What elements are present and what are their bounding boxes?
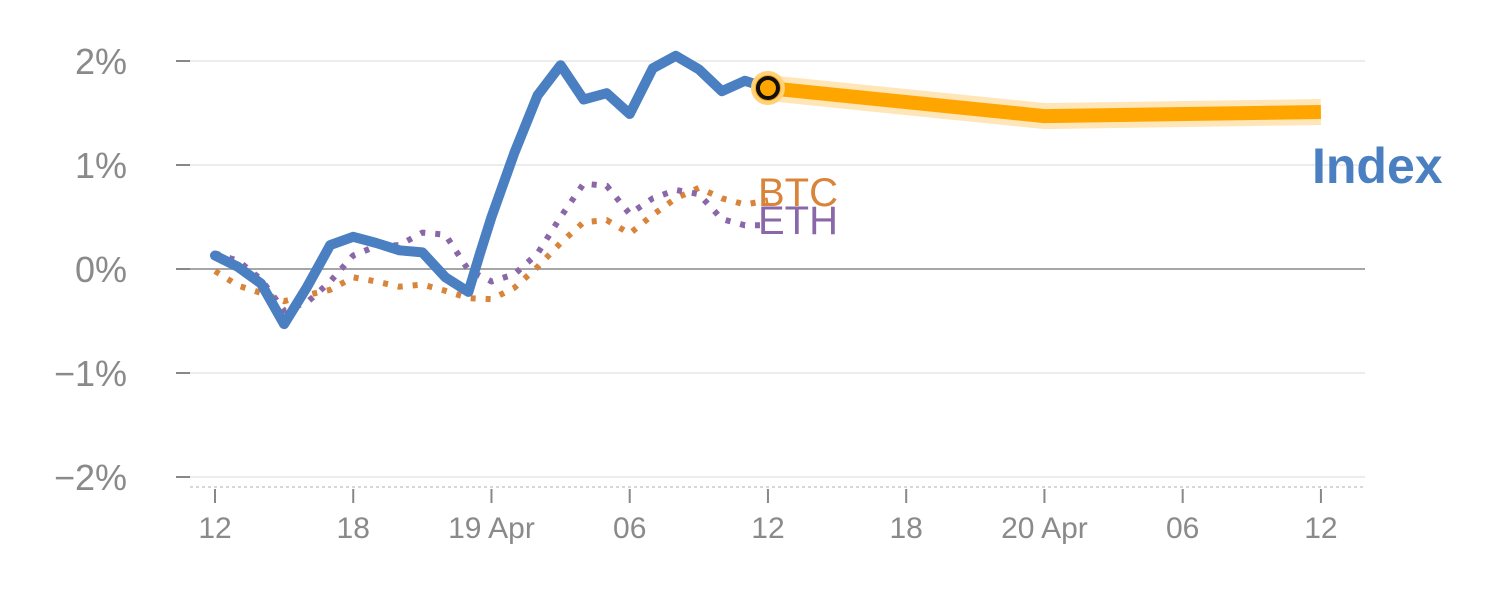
series-labels: BTC ETH Index <box>758 138 1443 243</box>
x-tick-label: 12 <box>1304 512 1337 545</box>
index-line <box>210 50 773 330</box>
y-tick-label: 1% <box>75 145 127 186</box>
x-tick-label: 19 Apr <box>448 512 535 545</box>
series-layer <box>210 50 1322 330</box>
eth-label: ETH <box>758 199 838 243</box>
x-tick-label: 18 <box>337 512 370 545</box>
x-tick-label: 18 <box>890 512 923 545</box>
forecast-band <box>767 81 1322 124</box>
marker-layer <box>750 71 785 106</box>
x-tick-label: 12 <box>751 512 784 545</box>
index-label: Index <box>1312 138 1443 194</box>
x-tick-label: 20 Apr <box>1001 512 1088 545</box>
y-tick-label: −2% <box>54 457 127 498</box>
current-value-marker-ring <box>755 76 780 101</box>
x-tick-label: 12 <box>198 512 231 545</box>
eth-line <box>214 180 768 314</box>
x-ticks: 12 18 19 Apr 06 12 18 20 Apr 06 12 <box>198 489 1338 545</box>
x-tick-label: 06 <box>1166 512 1199 545</box>
x-tick-label: 06 <box>613 512 646 545</box>
y-tick-label: −1% <box>54 353 127 394</box>
y-tick-label: 2% <box>75 41 127 82</box>
y-tick-label: 0% <box>75 249 127 290</box>
y-axis: 2% 1% 0% −1% −2% <box>54 41 190 498</box>
grid <box>190 60 1365 478</box>
btc-label: BTC <box>758 171 838 215</box>
